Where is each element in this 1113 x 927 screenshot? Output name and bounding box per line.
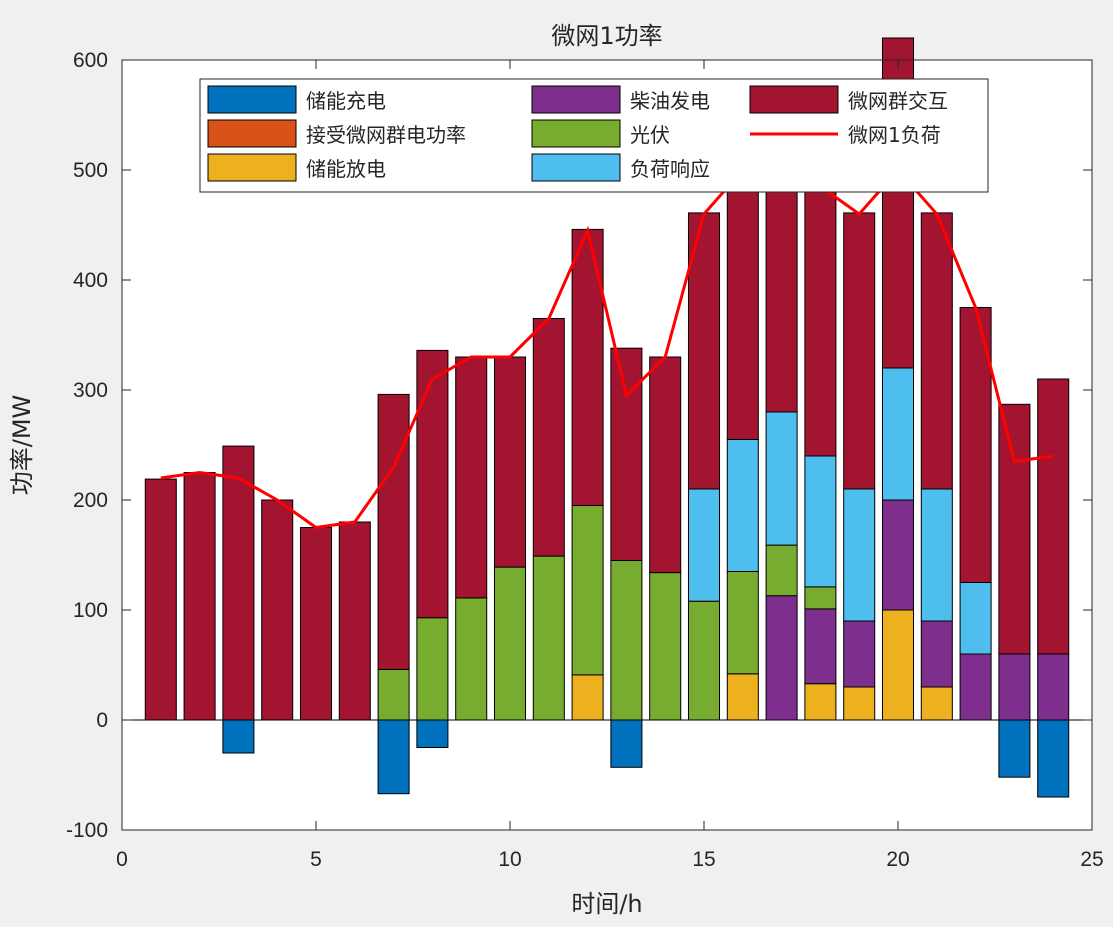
plot-frame (121, 59, 1093, 831)
bar-segment-s6-h23 (998, 403, 1031, 655)
bar-segment-s4-h13 (610, 560, 643, 721)
bar-segment-s6-h9 (455, 356, 488, 599)
bar-segment-s6-h14 (649, 356, 682, 574)
bar-segment-s3-h18 (804, 608, 837, 685)
bar-segment-s6-h1 (144, 478, 177, 721)
bar-segment-s4-h7 (377, 668, 410, 721)
bar-segment-s5-h19 (843, 488, 876, 622)
x-tick-label-25: 25 (1080, 848, 1103, 871)
bar-segment-s5-h16 (726, 439, 759, 572)
bar-segment-s4-h8 (416, 617, 449, 721)
bar-segment-s0-h24 (1037, 719, 1070, 798)
legend-label-s6: 微网群交互 (848, 89, 948, 113)
bar-segment-s6-h3 (222, 445, 255, 721)
bar-segment-s6-h8 (416, 349, 449, 619)
bar-segment-s6-h2 (183, 472, 216, 721)
bar-segment-s0-h13 (610, 719, 643, 768)
y-tick-label--100: -100 (66, 819, 108, 842)
bar-segment-s6-h6 (338, 521, 371, 721)
x-tick-label-5: 5 (310, 848, 322, 871)
y-tick-label-600: 600 (73, 49, 108, 72)
bar-segment-s0-h8 (416, 719, 449, 748)
x-tick-label-15: 15 (692, 848, 715, 871)
bar-segment-s2-h16 (726, 673, 759, 721)
bar-segment-s2-h21 (920, 686, 953, 721)
bar-segment-s4-h15 (687, 600, 721, 721)
legend-label-s5: 负荷响应 (630, 157, 710, 181)
legend-label-s1: 接受微网群电功率 (306, 123, 466, 147)
bar-segment-s3-h21 (920, 620, 953, 688)
legend-label-s0: 储能充电 (306, 89, 386, 113)
bar-segment-s0-h3 (222, 719, 255, 754)
bar-segment-s4-h9 (455, 597, 488, 721)
legend-swatch-s1 (207, 119, 297, 148)
bar-segment-s2-h19 (843, 686, 876, 721)
bar-segment-s6-h11 (532, 318, 565, 557)
x-tick-label-20: 20 (886, 848, 909, 871)
legend-swatch-s0 (207, 85, 297, 114)
y-tick-label-200: 200 (73, 489, 108, 512)
bar-segment-s2-h12 (571, 674, 604, 721)
bar-segment-s4-h17 (765, 544, 798, 597)
bar-segment-s0-h23 (998, 719, 1031, 778)
y-tick-label-0: 0 (96, 709, 108, 732)
bar-segment-s6-h21 (920, 212, 953, 490)
legend-swatch-s5 (531, 153, 621, 182)
bar-segment-s2-h20 (881, 609, 915, 721)
y-tick-label-400: 400 (73, 269, 108, 292)
legend-label-s2: 储能放电 (306, 157, 386, 181)
bar-segment-s3-h24 (1037, 653, 1070, 721)
bar-segment-s5-h21 (920, 488, 953, 622)
bar-segment-s3-h19 (843, 620, 876, 688)
bar-segment-s6-h4 (261, 499, 294, 721)
bar-segment-s3-h22 (959, 653, 992, 721)
bar-segment-s5-h17 (765, 411, 798, 546)
bar-segment-s5-h15 (687, 488, 721, 602)
bar-segment-s3-h20 (881, 499, 915, 611)
y-axis-label: 功率/MW (8, 395, 36, 496)
bar-segment-s3-h23 (998, 653, 1031, 721)
legend-label-line: 微网1负荷 (848, 123, 941, 147)
x-axis-label: 时间/h (571, 890, 642, 918)
bar-segment-s6-h19 (843, 212, 876, 490)
legend-swatch-s3 (531, 85, 621, 114)
bar-segment-s5-h22 (959, 582, 992, 655)
legend-label-s4: 光伏 (630, 123, 670, 147)
bar-segment-s6-h5 (299, 527, 333, 721)
chart-title: 微网1功率 (551, 22, 662, 50)
bar-segment-s2-h18 (804, 683, 837, 721)
bar-segment-s4-h14 (649, 572, 682, 721)
bar-segment-s5-h18 (804, 455, 837, 588)
axes-group: 0 5 10 15 20 25 -100 0 100 200 300 400 500 600 (66, 49, 1104, 871)
x-tick-label-10: 10 (498, 848, 521, 871)
bar-segment-s6-h7 (377, 393, 410, 670)
bar-segment-s5-h20 (881, 367, 915, 501)
x-tick-label-0: 0 (116, 848, 128, 871)
bar-segment-s3-h17 (765, 595, 798, 721)
legend-label-s3: 柴油发电 (630, 89, 710, 113)
bar-segment-s4-h12 (571, 505, 604, 676)
bar-segment-s0-h7 (377, 719, 410, 795)
bar-segment-s4-h10 (493, 566, 527, 721)
legend-swatch-s4 (531, 119, 621, 148)
y-tick-label-500: 500 (73, 159, 108, 182)
bar-segment-s4-h11 (532, 555, 565, 721)
bar-segment-s6-h24 (1037, 378, 1070, 655)
y-tick-label-100: 100 (73, 599, 108, 622)
bar-segment-s6-h13 (610, 347, 643, 562)
bar-segment-s4-h16 (726, 571, 759, 675)
legend-swatch-s6 (749, 85, 839, 114)
bar-segment-s6-h10 (493, 356, 527, 568)
bar-segment-s4-h18 (804, 586, 837, 610)
legend-swatch-s2 (207, 153, 297, 182)
y-tick-label-300: 300 (73, 379, 108, 402)
